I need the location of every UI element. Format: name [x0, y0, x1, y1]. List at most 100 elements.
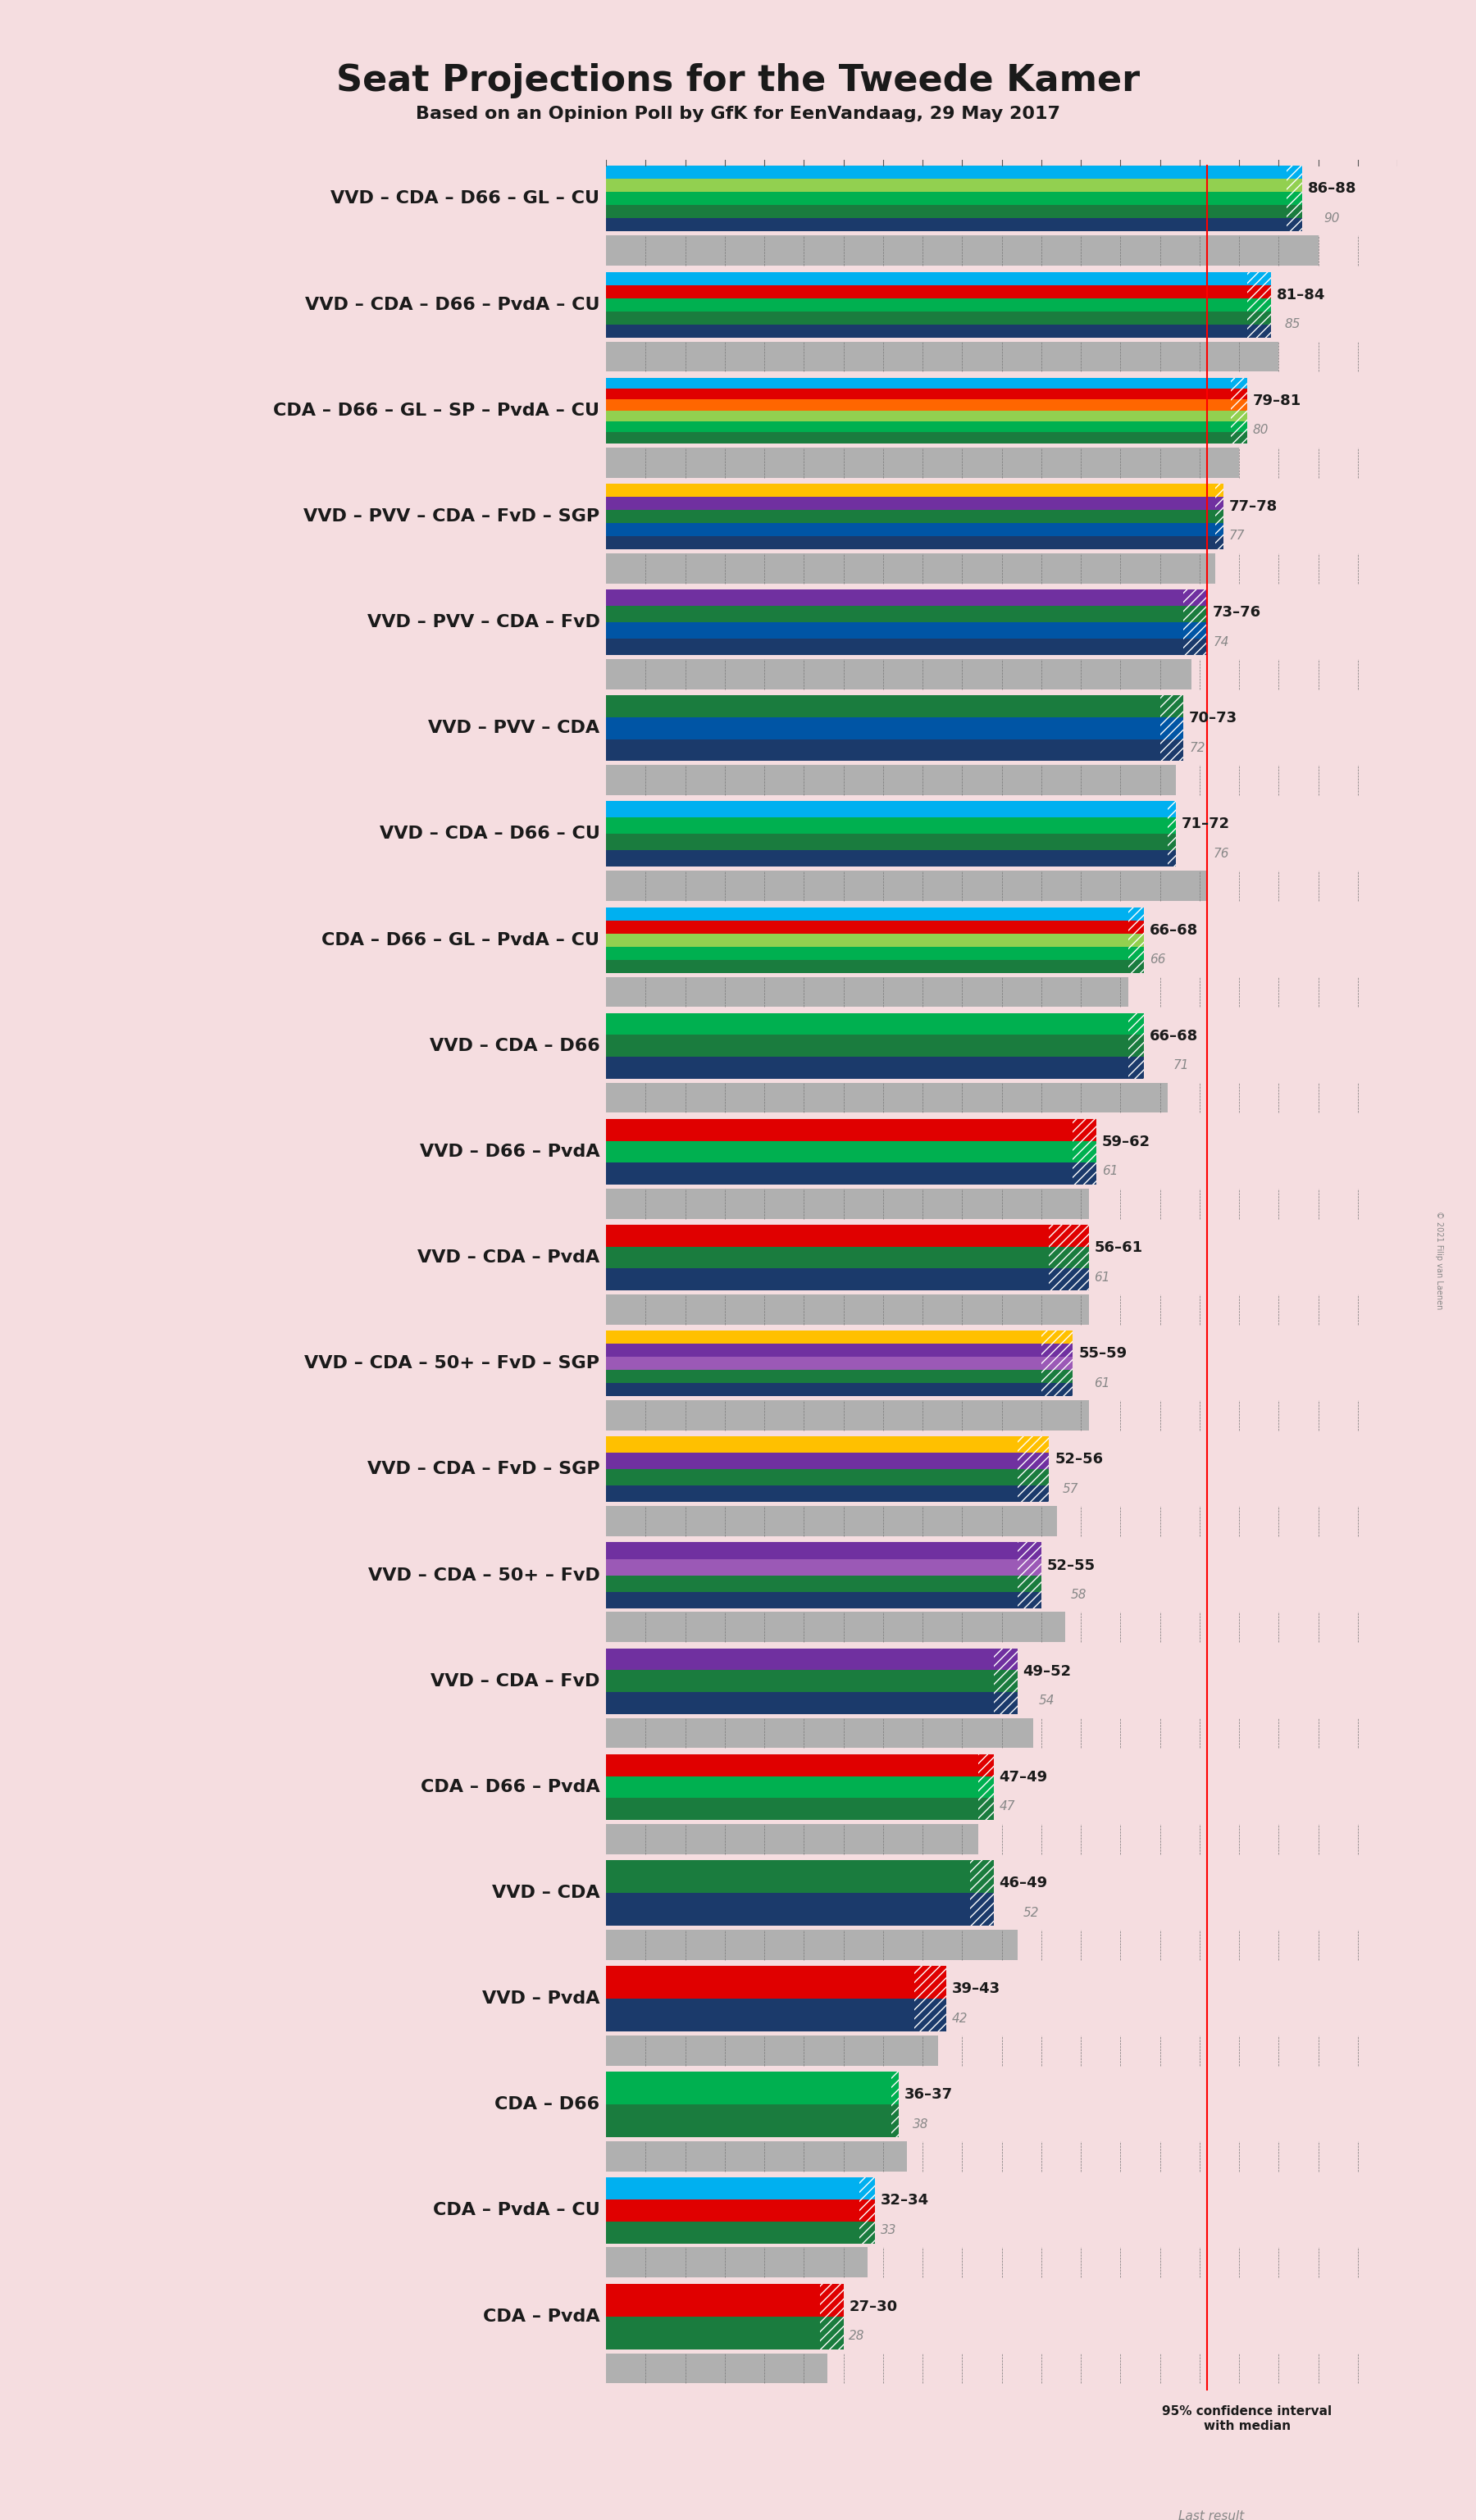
- Bar: [607, 272, 1271, 285]
- Bar: [607, 1487, 1049, 1502]
- Text: VVD – PVV – CDA – FvD – SGP: VVD – PVV – CDA – FvD – SGP: [304, 509, 599, 524]
- Text: 54: 54: [1039, 1693, 1055, 1706]
- Bar: [607, 297, 1271, 310]
- Bar: [607, 1542, 1041, 1560]
- Bar: [607, 738, 1184, 761]
- Text: 76: 76: [1213, 847, 1230, 859]
- Text: 36–37: 36–37: [905, 2087, 953, 2102]
- Text: VVD – D66 – PvdA: VVD – D66 – PvdA: [419, 1144, 599, 1159]
- Text: 32–34: 32–34: [881, 2192, 928, 2208]
- Bar: [993, 1648, 1017, 1714]
- Text: 47–49: 47–49: [999, 1769, 1048, 1784]
- Bar: [607, 638, 1207, 655]
- Text: Seat Projections for the Tweede Kamer: Seat Projections for the Tweede Kamer: [337, 63, 1139, 98]
- Bar: [915, 1966, 946, 2031]
- Bar: [607, 1189, 1089, 1220]
- Text: CDA – D66: CDA – D66: [494, 2097, 599, 2112]
- Bar: [607, 484, 1224, 496]
- Bar: [607, 1719, 1033, 1749]
- Text: 77: 77: [1228, 529, 1244, 542]
- Bar: [1073, 1119, 1097, 1184]
- Bar: [607, 1056, 1144, 1079]
- Bar: [607, 849, 1176, 867]
- Text: 66–68: 66–68: [1150, 922, 1199, 937]
- Bar: [1128, 1013, 1144, 1079]
- Bar: [607, 537, 1224, 549]
- Bar: [607, 2142, 906, 2172]
- Text: VVD – PVV – CDA – FvD: VVD – PVV – CDA – FvD: [368, 615, 599, 630]
- Bar: [607, 524, 1224, 537]
- Text: 39–43: 39–43: [952, 1981, 1001, 1996]
- Bar: [607, 2200, 875, 2223]
- Bar: [607, 496, 1224, 509]
- Bar: [607, 2283, 843, 2316]
- Bar: [607, 1343, 1073, 1356]
- Bar: [607, 1777, 993, 1797]
- Bar: [607, 622, 1207, 638]
- Bar: [970, 1860, 993, 1925]
- Bar: [607, 960, 1144, 973]
- Text: 27–30: 27–30: [849, 2298, 897, 2313]
- Bar: [607, 1507, 1057, 1537]
- Bar: [607, 948, 1144, 960]
- Text: 57: 57: [1063, 1482, 1079, 1494]
- Bar: [607, 1142, 1097, 1162]
- Bar: [1017, 1436, 1049, 1502]
- Text: VVD – CDA – FvD – SGP: VVD – CDA – FvD – SGP: [368, 1462, 599, 1477]
- Bar: [607, 179, 1302, 192]
- Text: VVD – CDA – D66 – PvdA – CU: VVD – CDA – D66 – PvdA – CU: [306, 297, 599, 312]
- Bar: [607, 449, 1238, 479]
- Bar: [607, 1575, 1041, 1593]
- Bar: [1049, 1225, 1089, 1290]
- Bar: [1287, 166, 1302, 232]
- Text: 85: 85: [1284, 318, 1300, 330]
- Text: © 2021 Filip van Laenen: © 2021 Filip van Laenen: [1435, 1210, 1444, 1310]
- Bar: [607, 1754, 993, 1777]
- Bar: [859, 2177, 875, 2243]
- Text: 90: 90: [1324, 212, 1340, 224]
- Text: 86–88: 86–88: [1308, 181, 1356, 197]
- Text: VVD – CDA – 50+ – FvD – SGP: VVD – CDA – 50+ – FvD – SGP: [304, 1356, 599, 1371]
- Bar: [1184, 590, 1207, 655]
- Bar: [607, 2354, 828, 2384]
- Bar: [607, 1331, 1073, 1343]
- Text: 52–56: 52–56: [1055, 1452, 1103, 1467]
- Bar: [1128, 907, 1144, 973]
- Text: 52: 52: [1023, 1908, 1039, 1918]
- Text: 58: 58: [1070, 1588, 1086, 1600]
- Bar: [607, 1119, 1097, 1142]
- Bar: [1041, 1331, 1073, 1396]
- Bar: [607, 219, 1302, 232]
- Bar: [607, 718, 1184, 738]
- Bar: [607, 1247, 1089, 1268]
- Text: 95% confidence interval
with median: 95% confidence interval with median: [1162, 2407, 1331, 2432]
- Text: 77–78: 77–78: [1228, 499, 1277, 514]
- Text: VVD – CDA: VVD – CDA: [492, 1885, 599, 1900]
- Text: VVD – CDA – FvD: VVD – CDA – FvD: [431, 1673, 599, 1688]
- Bar: [607, 1966, 946, 1998]
- Bar: [607, 1225, 1089, 1247]
- Text: VVD – PVV – CDA: VVD – PVV – CDA: [428, 721, 599, 736]
- Text: 73–76: 73–76: [1213, 605, 1262, 620]
- Bar: [607, 285, 1271, 297]
- Bar: [1231, 378, 1247, 444]
- Text: 66–68: 66–68: [1150, 1028, 1199, 1043]
- Text: 72: 72: [1190, 741, 1206, 753]
- Bar: [607, 1797, 993, 1819]
- Text: 71–72: 71–72: [1181, 816, 1230, 832]
- Bar: [607, 2248, 868, 2278]
- Bar: [892, 2071, 899, 2137]
- Bar: [607, 1356, 1073, 1371]
- Bar: [607, 872, 1207, 902]
- Text: 47: 47: [999, 1799, 1015, 1812]
- Bar: [607, 1013, 1144, 1036]
- Bar: [607, 834, 1176, 849]
- Text: Last result: Last result: [1178, 2510, 1244, 2520]
- Bar: [607, 509, 1224, 524]
- Text: 42: 42: [952, 2013, 968, 2024]
- Bar: [607, 325, 1271, 338]
- Text: 66: 66: [1150, 953, 1166, 965]
- Text: 81–84: 81–84: [1277, 287, 1325, 302]
- Text: VVD – CDA – D66 – GL – CU: VVD – CDA – D66 – GL – CU: [331, 192, 599, 207]
- Bar: [607, 801, 1176, 816]
